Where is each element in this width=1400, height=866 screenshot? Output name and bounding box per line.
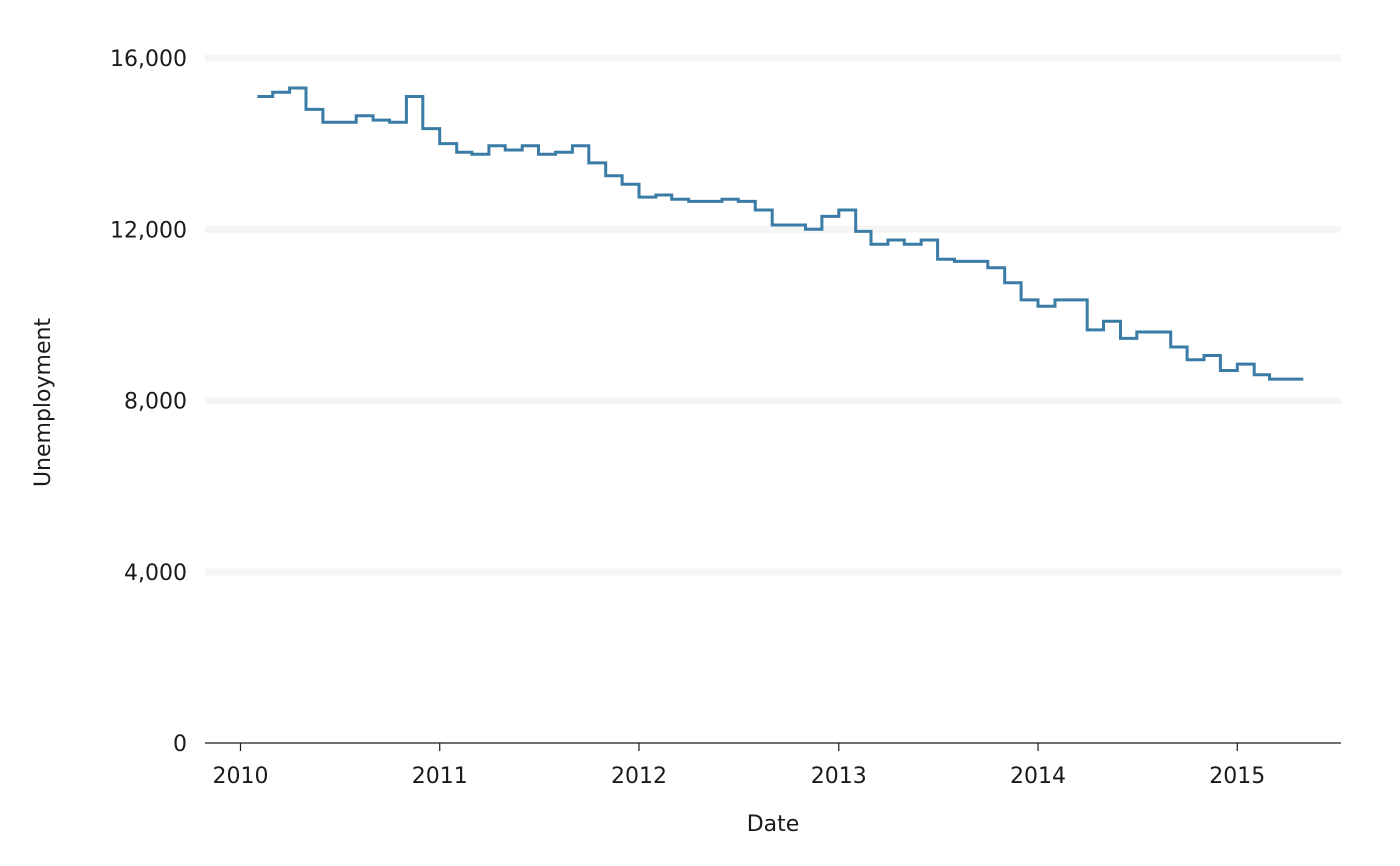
y-tick-label: 16,000 <box>110 47 187 72</box>
y-axis-ticks: 0 4,000 8,000 12,000 16,000 <box>110 47 187 757</box>
x-axis-title: Date <box>747 812 800 837</box>
series <box>257 86 1304 381</box>
series-line <box>257 86 1304 381</box>
y-tick-label: 12,000 <box>110 218 187 243</box>
x-tick-label: 2014 <box>1010 764 1066 789</box>
y-tick-label: 0 <box>173 732 187 757</box>
x-tick-label: 2012 <box>611 764 667 789</box>
y-tick-label: 4,000 <box>124 561 187 586</box>
x-axis-ticks: 2010 2011 2012 2013 2014 2015 <box>212 743 1265 789</box>
gridlines <box>205 54 1341 576</box>
x-tick-label: 2013 <box>811 764 867 789</box>
y-tick-label: 8,000 <box>124 390 187 415</box>
x-tick-label: 2011 <box>412 764 468 789</box>
x-tick-label: 2010 <box>212 764 268 789</box>
y-axis-title: Unemployment <box>31 318 56 487</box>
x-tick-label: 2015 <box>1209 764 1265 789</box>
